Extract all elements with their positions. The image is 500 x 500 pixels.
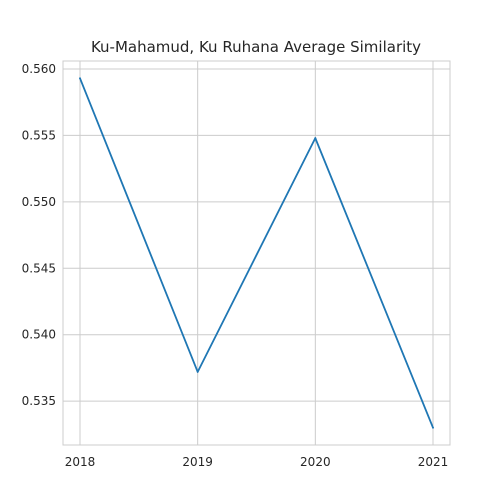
data-point: [79, 77, 81, 80]
series-layer: [79, 77, 434, 429]
plot-frame: [62, 60, 451, 446]
x-tick-label: 2019: [182, 455, 213, 469]
grid-lines: [63, 61, 450, 445]
y-tick-label: 0.550: [22, 195, 56, 209]
x-tick-label: 2021: [418, 455, 449, 469]
data-point: [314, 137, 317, 139]
data-point: [432, 426, 434, 429]
y-tick-label: 0.555: [22, 128, 56, 142]
x-tick-label: 2020: [300, 455, 331, 469]
y-tick-label: 0.540: [22, 328, 56, 342]
y-tick-label: 0.535: [22, 394, 56, 408]
series-line: [79, 77, 434, 429]
x-tick-label: 2018: [65, 455, 96, 469]
chart-title: Ku-Mahamud, Ku Ruhana Average Similarity: [91, 38, 421, 56]
y-tick-label: 0.545: [22, 261, 56, 275]
data-point: [196, 371, 199, 373]
y-tick-label: 0.560: [22, 62, 56, 76]
tick-labels: 2018 2019 2020 2021 0.535 0.540 0.545 0.550 0.55…: [22, 62, 449, 469]
